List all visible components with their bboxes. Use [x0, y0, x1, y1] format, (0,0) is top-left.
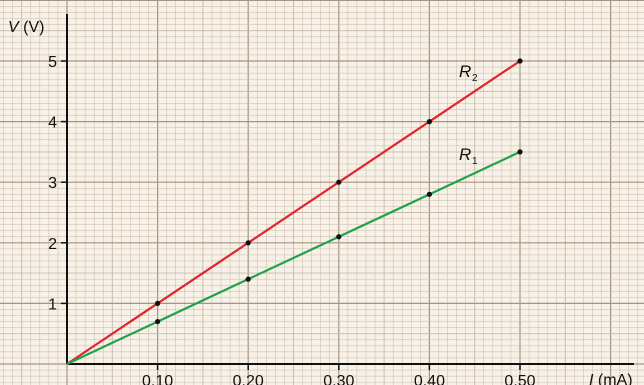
y-tick-label: 3 [48, 175, 57, 192]
data-point-R1 [336, 234, 342, 240]
y-axis-label: V (V) [8, 19, 44, 36]
labels: V (V)I (mA)R 2R 1 [8, 19, 633, 385]
series-line-R1 [66, 150, 521, 365]
axes [66, 14, 634, 365]
data-point-R1 [245, 276, 251, 282]
x-axis-label: I (mA) [589, 372, 633, 385]
y-tick-label: 1 [48, 296, 57, 313]
x-tick-label: 0.20 [233, 373, 264, 385]
series-label-R2: R [459, 62, 471, 81]
x-tick-label: 0.40 [414, 373, 445, 385]
series-label-subscript: 2 [472, 73, 478, 84]
ticks: 0.10 0.20 0.30 0.40 0.50 1 2 3 4 5 [48, 54, 536, 385]
x-tick-label: 0.50 [504, 373, 535, 385]
data-point-R2 [336, 179, 342, 185]
series [66, 58, 523, 365]
data-point-R1 [155, 318, 161, 325]
data-point-R2 [155, 300, 161, 306]
series-label-subscript: 1 [472, 156, 478, 167]
data-point-R1 [517, 149, 523, 155]
data-point-R2 [517, 58, 523, 64]
x-tick-label: 0.30 [323, 373, 354, 385]
series-label-R1: R [459, 145, 471, 164]
series-line-R2 [66, 60, 521, 365]
y-tick-label: 4 [48, 115, 57, 132]
y-tick-label: 5 [48, 54, 57, 71]
data-point-R1 [426, 191, 432, 197]
data-point-R2 [245, 240, 251, 246]
x-tick-label: 0.10 [142, 373, 173, 385]
y-tick-label: 2 [48, 236, 57, 253]
data-point-R2 [426, 119, 432, 125]
